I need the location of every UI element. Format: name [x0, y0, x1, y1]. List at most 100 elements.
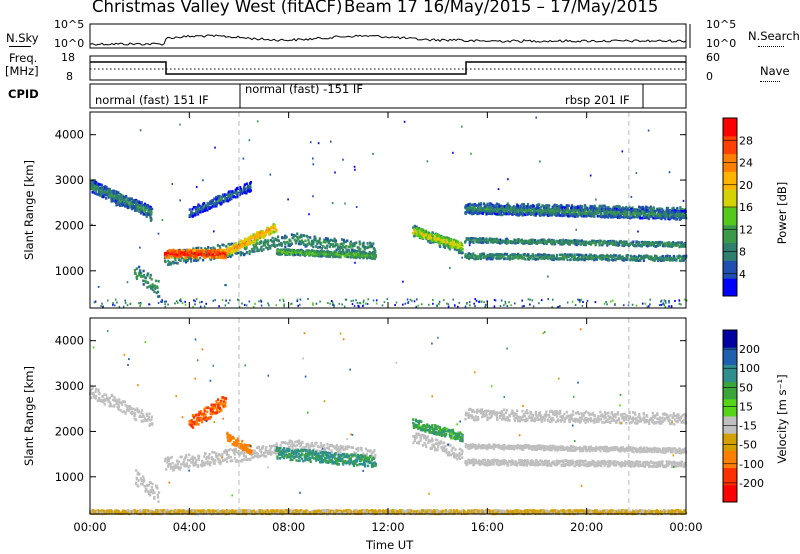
data-cell: [211, 205, 214, 208]
data-cell: [471, 237, 474, 240]
data-cell: [672, 254, 675, 258]
noise-cell: [139, 304, 141, 307]
data-cell: [150, 211, 153, 214]
noise-cell: [94, 300, 97, 303]
data-cell: [529, 242, 532, 246]
noise-cell: [341, 303, 343, 306]
data-cell: [506, 202, 509, 206]
data-cell: [350, 255, 353, 258]
noise-cell: [668, 305, 670, 308]
data-cell: [212, 246, 215, 249]
data-cell: [348, 252, 351, 255]
noise-cell: [126, 281, 129, 284]
data-cell: [139, 269, 142, 273]
data-cell: [114, 196, 117, 199]
data-cell: [534, 257, 537, 261]
data-cell: [312, 240, 315, 244]
data-cell: [128, 198, 131, 201]
noise-cell: [362, 304, 365, 307]
data-cell: [591, 213, 594, 217]
data-cell: [661, 211, 664, 214]
data-cell: [495, 256, 498, 260]
data-cell: [140, 202, 143, 205]
data-cell: [645, 210, 648, 213]
data-cell: [523, 240, 526, 244]
data-cell: [600, 213, 603, 216]
data-cell: [119, 193, 122, 196]
data-cell: [496, 241, 499, 244]
data-cell: [527, 239, 530, 243]
data-cell: [195, 206, 198, 209]
data-cell: [218, 256, 221, 259]
noise-cell: [114, 304, 116, 307]
data-cell: [506, 241, 509, 244]
data-cell: [663, 211, 666, 214]
nsky-trace: [89, 34, 687, 46]
data-cell: [228, 198, 232, 201]
data-cell: [113, 197, 116, 201]
data-cell: [611, 241, 614, 245]
data-cell: [164, 252, 167, 255]
noise-cell: [664, 300, 667, 303]
data-cell: [544, 256, 547, 260]
data-cell: [677, 243, 680, 247]
data-cell: [440, 234, 443, 238]
data-cell: [330, 251, 333, 254]
data-cell: [523, 242, 526, 245]
data-cell: [290, 242, 293, 245]
data-cell: [428, 235, 431, 238]
data-cell: [496, 239, 499, 243]
data-cell: [556, 206, 559, 210]
data-cell: [598, 254, 602, 258]
data-cell: [541, 241, 544, 244]
data-cell: [438, 234, 441, 237]
data-cell: [230, 193, 234, 197]
data-cell: [464, 253, 467, 256]
data-cell: [201, 208, 204, 211]
data-cell: [223, 199, 226, 203]
data-cell: [545, 256, 548, 260]
data-cell: [246, 243, 249, 246]
data-cell: [603, 214, 606, 217]
data-cell: [237, 194, 240, 198]
data-cell: [487, 241, 490, 244]
data-cell: [503, 209, 506, 212]
data-cell: [552, 239, 555, 242]
data-cell: [433, 234, 436, 238]
data-cell: [495, 202, 498, 206]
data-cell: [309, 251, 312, 255]
data-cell: [604, 255, 607, 258]
noise-cell: [510, 304, 512, 307]
noise-cell: [194, 303, 196, 306]
data-cell: [594, 209, 597, 212]
data-cell: [538, 207, 541, 211]
data-cell: [92, 182, 95, 185]
data-cell: [579, 204, 582, 208]
data-cell: [144, 276, 148, 280]
data-cell: [274, 228, 277, 231]
noise-cell: [93, 301, 96, 304]
data-cell: [192, 206, 195, 209]
data-cell: [220, 195, 223, 199]
data-cell: [644, 216, 647, 219]
data-cell: [101, 192, 104, 195]
data-cell: [469, 253, 472, 257]
data-cell: [245, 182, 248, 186]
data-cell: [228, 249, 231, 252]
data-cell: [218, 195, 221, 198]
data-cell: [495, 210, 498, 213]
noise-cell: [449, 266, 451, 269]
cpid-frame: [89, 83, 687, 109]
data-cell: [503, 205, 506, 208]
data-cell: [339, 246, 342, 249]
data-cell: [302, 250, 305, 253]
data-cell: [646, 244, 649, 248]
data-cell: [445, 238, 448, 242]
data-cell: [93, 187, 96, 191]
data-cell: [107, 192, 110, 195]
data-cell: [213, 202, 216, 205]
data-cell: [499, 242, 502, 245]
data-cell: [222, 251, 225, 255]
data-cell: [168, 261, 171, 264]
data-cell: [646, 254, 649, 258]
